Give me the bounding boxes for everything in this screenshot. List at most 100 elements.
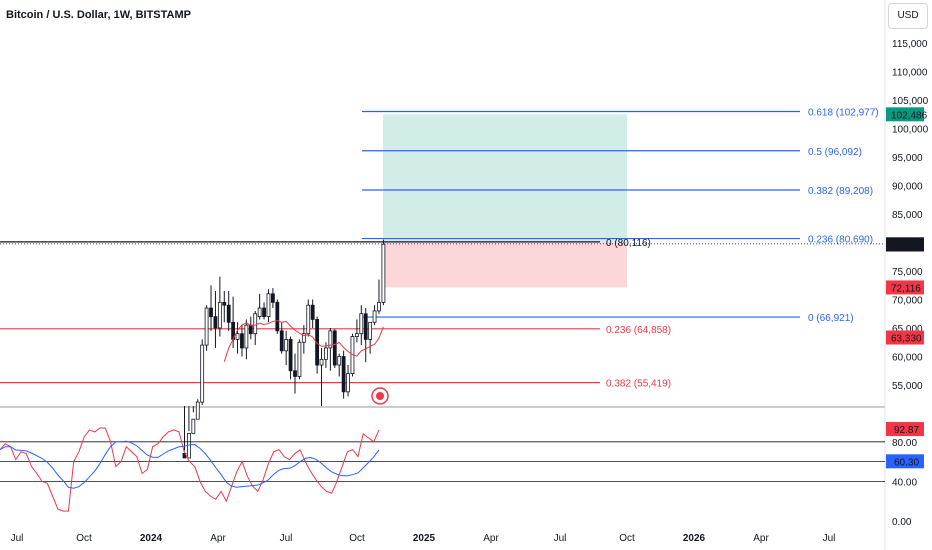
candle — [372, 310, 377, 323]
price-tick-label: 60,000 — [892, 353, 923, 364]
time-tick-label: 2026 — [683, 533, 706, 544]
time-tick-label: Jul — [823, 533, 836, 544]
candle — [257, 307, 262, 317]
price-tick-label: 55,000 — [892, 381, 923, 392]
moving-average-line — [223, 320, 384, 362]
candle — [209, 307, 213, 317]
candle — [297, 341, 302, 377]
candle — [359, 313, 364, 335]
moving-average-line — [223, 320, 384, 362]
candle — [319, 358, 324, 366]
candle — [248, 324, 253, 335]
candle — [332, 330, 337, 366]
rsi-value-badge — [886, 422, 924, 437]
fib-level-label: 0.618 (102,977) — [808, 108, 879, 119]
price-tick-label: 110,000 — [892, 68, 928, 79]
price-badge — [886, 280, 924, 295]
candle — [222, 301, 227, 306]
position-target-zone — [383, 114, 627, 242]
candle — [293, 370, 297, 377]
candle — [363, 313, 368, 340]
time-tick-label: Jul — [11, 533, 24, 544]
price-badge — [886, 330, 924, 345]
candle — [301, 333, 306, 343]
time-tick-label: Oct — [619, 533, 635, 544]
rsi-tick-label: 0.00 — [892, 517, 912, 528]
candle — [381, 243, 386, 303]
rsi-ma-line — [0, 440, 380, 489]
candle — [217, 301, 222, 329]
price-badge-label: 102,486 — [891, 110, 928, 121]
currency-selector[interactable]: USD — [888, 3, 928, 29]
candle — [324, 347, 328, 360]
candle — [346, 373, 350, 393]
price-badge-label: 72,116 — [891, 283, 921, 294]
fib-level-label: 0.5 (96,092) — [808, 147, 862, 158]
time-tick-label: Apr — [210, 533, 226, 544]
price-tick-label: 85,000 — [892, 210, 923, 221]
time-tick-label: Jul — [280, 533, 293, 544]
price-tick-label: 115,000 — [892, 39, 928, 50]
candle — [337, 356, 342, 366]
candle — [368, 321, 373, 340]
time-tick-label: 2025 — [413, 533, 436, 544]
candle — [270, 293, 275, 303]
fib-level-label: 0.236 (64,858) — [606, 325, 671, 336]
fib-level-label: 0 (66,921) — [808, 313, 854, 324]
rsi-tick-label: 40.00 — [892, 477, 917, 488]
candle — [213, 316, 218, 329]
candle — [266, 293, 271, 317]
candle — [200, 344, 205, 403]
candle — [204, 307, 209, 346]
price-badge-label: 79,647 — [891, 241, 922, 252]
price-tick-label: 65,000 — [892, 324, 923, 335]
candle — [235, 333, 240, 340]
price-tick-label: 95,000 — [892, 153, 923, 164]
candle — [341, 356, 346, 393]
price-badge — [886, 237, 924, 252]
fib-level-label: 0.236 (80,690) — [808, 235, 873, 246]
event-flag-icon — [376, 392, 384, 400]
candle — [288, 338, 293, 372]
price-tick-label: 100,000 — [892, 125, 929, 136]
candle — [284, 338, 289, 352]
candle — [262, 307, 266, 317]
price-badge — [886, 107, 924, 122]
time-axis: Jul Oct 2024 Apr Jul Oct 2025 Apr Jul Oct 2026 Apr J… — [11, 533, 836, 544]
rsi-value-badge-label: 92.87 — [894, 425, 919, 436]
position-stop-zone — [383, 241, 627, 288]
price-badge-label: 63,330 — [891, 334, 922, 345]
fib-level-label: 0.382 (89,208) — [808, 186, 873, 197]
candle — [354, 333, 359, 337]
candle — [310, 304, 315, 320]
candle — [328, 330, 333, 349]
chart-title: Bitcoin / U.S. Dollar, 1W, BITSTAMP — [6, 9, 191, 21]
candle — [253, 313, 258, 335]
rsi-line — [0, 427, 380, 512]
price-tick-label: 70,000 — [892, 296, 923, 307]
price-tick-label: 75,000 — [892, 267, 923, 278]
candlestick-series — [182, 239, 389, 459]
candle — [279, 330, 284, 352]
time-tick-label: Apr — [483, 533, 499, 544]
price-tick-label: 105,000 — [892, 96, 929, 107]
fibonacci-levels: 0.618 (102,977) 0.5 (96,092) 0.382 (89,208… — [0, 108, 885, 390]
time-tick-label: Apr — [753, 533, 769, 544]
candle — [275, 301, 280, 332]
fib-level-label: 0.382 (55,419) — [606, 379, 671, 390]
time-tick-label: 2024 — [140, 533, 163, 544]
time-tick-label: Jul — [554, 533, 567, 544]
time-tick-label: Oct — [349, 533, 365, 544]
candle — [306, 304, 311, 335]
candle — [240, 333, 244, 349]
rsi-tick-label: 80.00 — [892, 438, 917, 449]
fib-level-label: 0 (80,116) — [606, 238, 651, 249]
time-tick-label: Oct — [76, 533, 92, 544]
candle — [226, 304, 231, 323]
price-axis: 115,000 110,000 105,000 100,000 95,000 90,000… — [886, 39, 929, 392]
candle — [195, 401, 200, 420]
candle — [191, 418, 196, 434]
candle — [377, 301, 381, 312]
